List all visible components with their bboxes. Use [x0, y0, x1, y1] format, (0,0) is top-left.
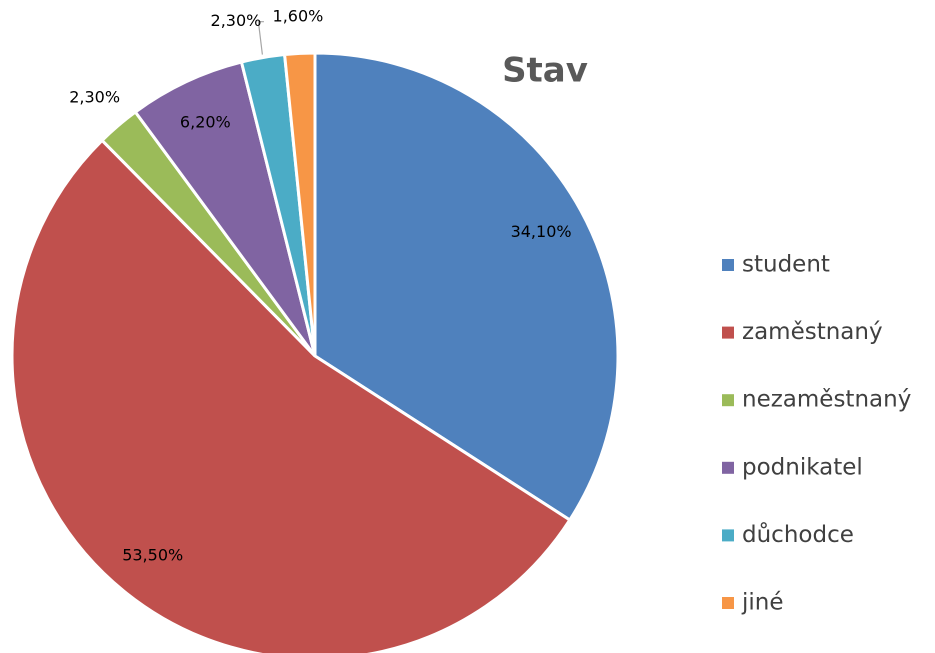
pie-slice	[133, 60, 317, 357]
legend-swatch	[722, 597, 734, 609]
legend-label: důchodce	[742, 521, 854, 548]
data-label: 2,30%	[69, 87, 120, 106]
legend-swatch	[722, 259, 734, 271]
legend-swatch	[722, 529, 734, 542]
pie-slice	[282, 51, 317, 357]
legend-label: nezaměstnaný	[742, 387, 911, 413]
legend-label: zaměstnaný	[742, 319, 883, 345]
pie-slice	[10, 138, 572, 653]
legend-label: podnikatel	[742, 454, 863, 480]
leader-line	[257, 21, 264, 55]
data-label: 53,50%	[122, 545, 183, 564]
legend-label: student	[742, 252, 830, 278]
legend-swatch	[722, 326, 734, 339]
data-label: 34,10%	[511, 222, 572, 241]
legend-swatch	[722, 461, 734, 474]
data-label: 6,20%	[180, 112, 231, 131]
data-label: 2,30%	[211, 11, 262, 30]
legend-swatch	[722, 394, 734, 407]
legend-label: jiné	[741, 590, 784, 616]
chart-title: Stav	[502, 51, 588, 91]
data-label: 1,60%	[273, 7, 324, 26]
